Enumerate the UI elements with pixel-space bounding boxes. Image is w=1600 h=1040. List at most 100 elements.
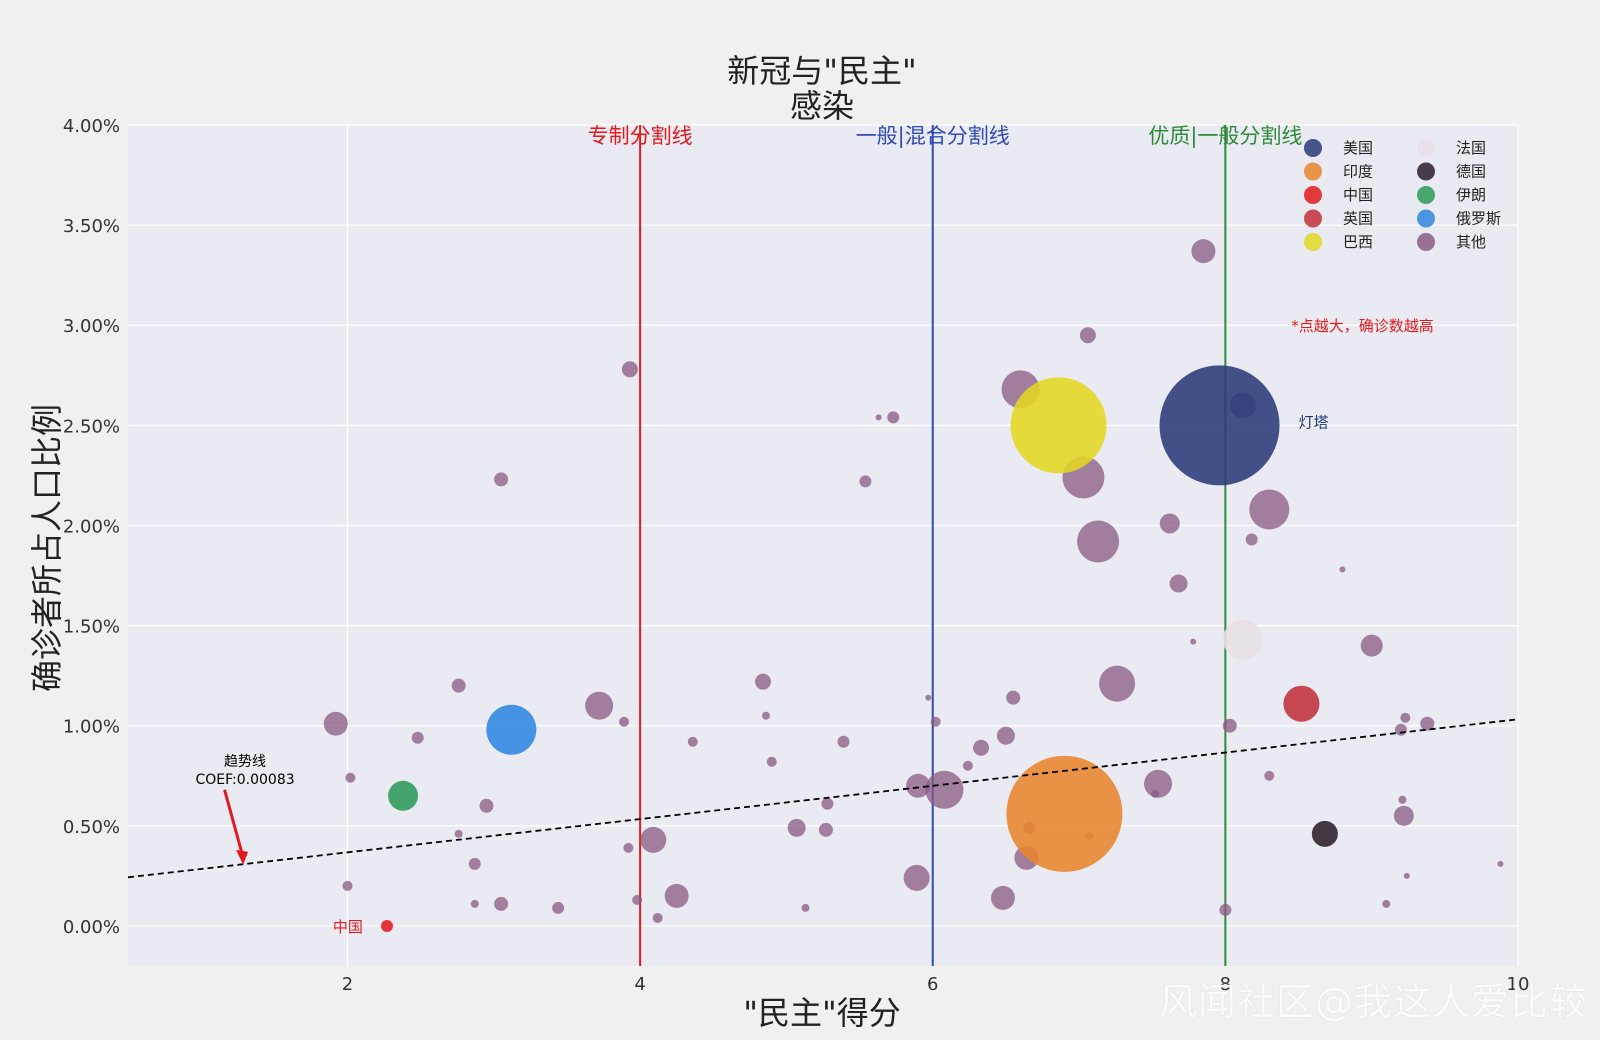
trend-line-group: 趋势线 COEF:0.00083: [127, 718, 1519, 879]
data-point: [875, 414, 882, 421]
data-point: [1497, 860, 1504, 867]
data-point: [342, 880, 353, 891]
x-tick-label: 10: [1507, 974, 1530, 995]
data-point: [1169, 574, 1188, 593]
data-point: [1079, 327, 1096, 344]
y-tick-label: 4.00%: [63, 116, 120, 137]
data-point: [621, 361, 638, 378]
legend-marker: [1417, 209, 1435, 228]
data-point: [821, 797, 834, 810]
data-point: [494, 472, 509, 487]
data-point: [859, 475, 872, 488]
legend-label: 英国: [1343, 210, 1373, 228]
data-point: [619, 716, 630, 727]
data-point: [818, 822, 833, 837]
legend-marker: [1304, 162, 1322, 181]
data-point: [470, 899, 479, 908]
trend-coef-label: COEF:0.00083: [195, 772, 294, 788]
legend-label: 德国: [1456, 163, 1486, 181]
data-point: [787, 818, 806, 837]
annotation-text: *点越大，确诊数越高: [1291, 317, 1434, 335]
data-point: [652, 912, 663, 923]
legend-label: 美国: [1343, 139, 1373, 157]
data-point: [1191, 239, 1216, 264]
data-point: [837, 735, 850, 748]
y-tick-label: 1.00%: [63, 717, 120, 738]
data-point: [990, 885, 1015, 910]
y-tick-label: 2.50%: [63, 416, 120, 437]
data-point: [1249, 489, 1290, 530]
data-point: [1283, 685, 1320, 722]
annotation-text: 灯塔: [1299, 413, 1329, 431]
data-point: [1360, 634, 1383, 657]
legend-label: 法国: [1456, 139, 1486, 157]
data-point: [1006, 690, 1021, 705]
data-point: [345, 772, 356, 783]
data-point: [1393, 805, 1414, 826]
trend-arrow-head: [236, 849, 249, 865]
x-tick-label: 4: [634, 974, 645, 995]
y-tick-label: 0.00%: [63, 917, 120, 938]
data-point: [1398, 795, 1407, 804]
y-tick-label: 2.00%: [63, 516, 120, 537]
data-point: [996, 726, 1015, 745]
legend-label: 伊朗: [1456, 186, 1486, 204]
data-point: [1222, 619, 1263, 660]
data-point: [1151, 789, 1160, 798]
divider-line-label: 一般|混合分割线: [856, 124, 1010, 149]
data-point: [1222, 718, 1237, 733]
trend-arrow-shaft: [223, 789, 244, 855]
x-tick-label: 2: [342, 974, 353, 995]
data-point: [801, 903, 810, 912]
data-point: [552, 901, 565, 914]
legend-marker: [1304, 209, 1322, 228]
annotation-text: 中国: [333, 918, 363, 936]
data-point: [1400, 712, 1411, 723]
data-point: [1339, 566, 1346, 573]
legend-label: 其他: [1456, 233, 1486, 251]
chart-title: 新冠与"民主": [727, 52, 916, 90]
data-point: [486, 704, 537, 755]
data-point: [755, 673, 772, 690]
data-point: [585, 691, 614, 720]
legend-marker: [1417, 162, 1435, 181]
data-point: [632, 894, 643, 905]
legend-marker: [1417, 139, 1435, 157]
data-point: [1264, 770, 1275, 781]
data-point: [479, 798, 494, 813]
chart-subtitle: 感染: [790, 87, 854, 125]
axes: 0.00% 0.50% 1.00% 1.50% 2.00% 2.50% 3.00% 3.50%…: [63, 116, 1530, 995]
legend-label: 印度: [1343, 163, 1373, 181]
data-point: [1077, 520, 1120, 563]
data-point: [1403, 872, 1410, 879]
data-point: [906, 773, 931, 798]
data-point: [451, 678, 466, 693]
x-tick-label: 6: [927, 974, 938, 995]
data-point: [973, 739, 990, 756]
data-point: [468, 857, 481, 870]
data-point: [1382, 899, 1391, 908]
data-point: [454, 829, 463, 838]
data-point: [766, 756, 777, 767]
data-point: [1190, 638, 1197, 645]
data-point: [1099, 665, 1136, 702]
x-axis-label: "民主"得分: [743, 994, 900, 1032]
y-tick-label: 1.50%: [63, 617, 120, 638]
data-point: [925, 694, 932, 701]
y-tick-label: 3.00%: [63, 316, 120, 337]
data-point: [1006, 755, 1123, 872]
data-point: [380, 919, 393, 932]
data-point: [388, 780, 419, 811]
data-points: [323, 239, 1504, 932]
data-point: [494, 896, 509, 911]
data-point: [323, 711, 348, 736]
data-point: [1245, 533, 1258, 546]
legend-label: 中国: [1343, 186, 1373, 204]
data-point: [925, 770, 964, 809]
data-point: [623, 842, 634, 853]
legend-label: 俄罗斯: [1456, 210, 1501, 228]
y-axis-label: 确诊者所占人口比例: [28, 404, 66, 692]
data-point: [687, 736, 698, 747]
plot-area: [128, 125, 1518, 966]
